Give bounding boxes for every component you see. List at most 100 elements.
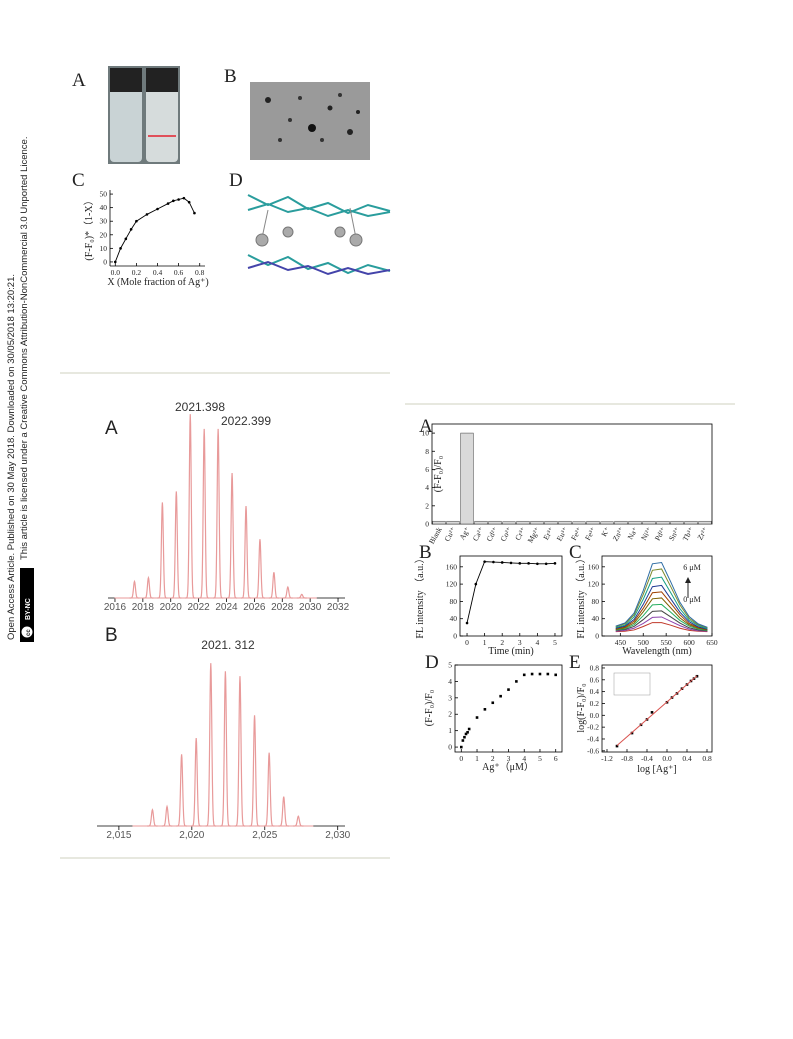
spectrum-peak — [176, 754, 187, 827]
data-point — [463, 735, 466, 739]
spectrum-peak — [254, 539, 265, 599]
spectrum-peak — [220, 671, 231, 827]
category-label: Fe²⁺ — [569, 525, 584, 541]
y-tick-label: 6 — [425, 465, 429, 474]
y-tick-label: 40 — [100, 203, 108, 212]
spectrum-peak — [143, 575, 154, 599]
y-tick-label: 4 — [425, 483, 429, 492]
annotation: 2022.399 — [221, 414, 271, 428]
x-tick-label: 2 — [500, 638, 504, 647]
data-point — [135, 219, 138, 223]
x-tick-label: 2016 — [104, 602, 127, 613]
spectrum-peak — [185, 414, 196, 599]
category-label: Cu²⁺ — [442, 525, 457, 542]
x-tick-label: 3 — [507, 754, 511, 763]
x-tick-label: 2,020 — [179, 830, 204, 841]
data-point — [119, 247, 122, 250]
category-label: Eu³⁺ — [555, 525, 570, 542]
annotation: 6 μM — [683, 563, 700, 572]
y-tick-label: 0 — [595, 632, 599, 641]
y-axis-label: FL intensity （a.u.） — [575, 553, 587, 638]
y-axis-label: log(F-F₀)/F₀ — [576, 683, 587, 733]
category-label: Mg²⁺ — [526, 525, 542, 544]
data-point — [145, 213, 149, 216]
data-point — [509, 561, 513, 565]
spectrum-peak — [249, 715, 260, 827]
plot-frame — [601, 555, 713, 637]
panel-letter: E — [569, 652, 581, 673]
bar — [670, 520, 684, 525]
x-tick-label: 450 — [615, 638, 627, 647]
data-line — [615, 616, 708, 632]
spectrum-peak — [296, 593, 307, 599]
category-label: Ca²⁺ — [471, 525, 486, 542]
x-tick-label: 2026 — [243, 602, 266, 613]
y-tick-label: 4 — [448, 677, 452, 686]
spectrum-peak — [129, 579, 140, 599]
bar — [684, 520, 698, 525]
data-point — [527, 562, 530, 565]
data-point — [536, 562, 539, 566]
bar — [502, 521, 516, 525]
spectrum-peak — [234, 676, 246, 827]
x-tick-label: 1 — [483, 638, 487, 647]
y-tick-label: 0 — [425, 520, 429, 529]
x-tick-label: 4 — [536, 638, 540, 647]
data-point — [172, 199, 175, 203]
x-tick-label: 0.6 — [174, 268, 184, 277]
data-point — [459, 745, 463, 749]
y-axis-label: FL intensity （a.u.） — [414, 553, 426, 638]
license-line: This article is licensed under a Creativ… — [19, 137, 30, 560]
spectrum-peak — [278, 796, 289, 827]
data-point — [518, 562, 522, 565]
x-tick-label: 1 — [475, 754, 479, 763]
data-point — [474, 582, 478, 586]
badge-icon: cc — [26, 629, 32, 636]
x-tick-label: 2030 — [299, 602, 322, 613]
data-point — [499, 694, 502, 698]
bar — [656, 520, 670, 525]
y-tick-label: 0 — [448, 743, 452, 752]
annotation: 2021. 312 — [201, 638, 255, 652]
y-tick-label: 0 — [103, 257, 107, 266]
y-tick-label: 40 — [592, 614, 600, 623]
y-tick-label: -0.4 — [587, 734, 599, 743]
badge-box — [20, 568, 34, 642]
panel-letter: B — [224, 66, 237, 87]
y-tick-label: 3 — [448, 693, 452, 702]
x-tick-label: 2022 — [187, 602, 210, 613]
y-tick-label: 0 — [453, 632, 457, 641]
x-tick-label: 0.8 — [195, 268, 205, 277]
data-line — [615, 584, 708, 630]
bar — [488, 520, 502, 525]
bar — [698, 520, 712, 525]
plot-frame — [601, 664, 713, 753]
x-tick-label: 6 — [554, 754, 558, 763]
bar — [432, 520, 446, 525]
x-tick-label: 2018 — [132, 602, 155, 613]
x-axis-label: Ag⁺（μM） — [482, 761, 534, 773]
spectrum-peak — [190, 738, 202, 827]
panel-letter: C — [569, 542, 582, 563]
x-tick-label: 550 — [661, 638, 673, 647]
x-tick-label: -0.8 — [621, 754, 633, 763]
data-point — [483, 560, 486, 563]
x-tick-label: 0.0 — [111, 268, 121, 277]
panel-letter: A — [419, 416, 433, 437]
x-tick-label: 0.4 — [682, 754, 692, 763]
spectrum-peak — [213, 428, 224, 599]
bar — [558, 520, 572, 525]
bar — [572, 521, 586, 525]
category-label: Er³⁺ — [541, 525, 555, 541]
x-tick-label: 500 — [638, 638, 650, 647]
arrow-head — [685, 577, 691, 583]
x-tick-label: 0.0 — [662, 754, 672, 763]
x-tick-label: 0.4 — [153, 268, 163, 277]
data-point — [507, 688, 510, 691]
tem-image — [250, 82, 370, 160]
y-tick-label: 0.2 — [590, 699, 600, 708]
data-line — [615, 561, 708, 628]
category-label: Co²⁺ — [498, 525, 513, 542]
